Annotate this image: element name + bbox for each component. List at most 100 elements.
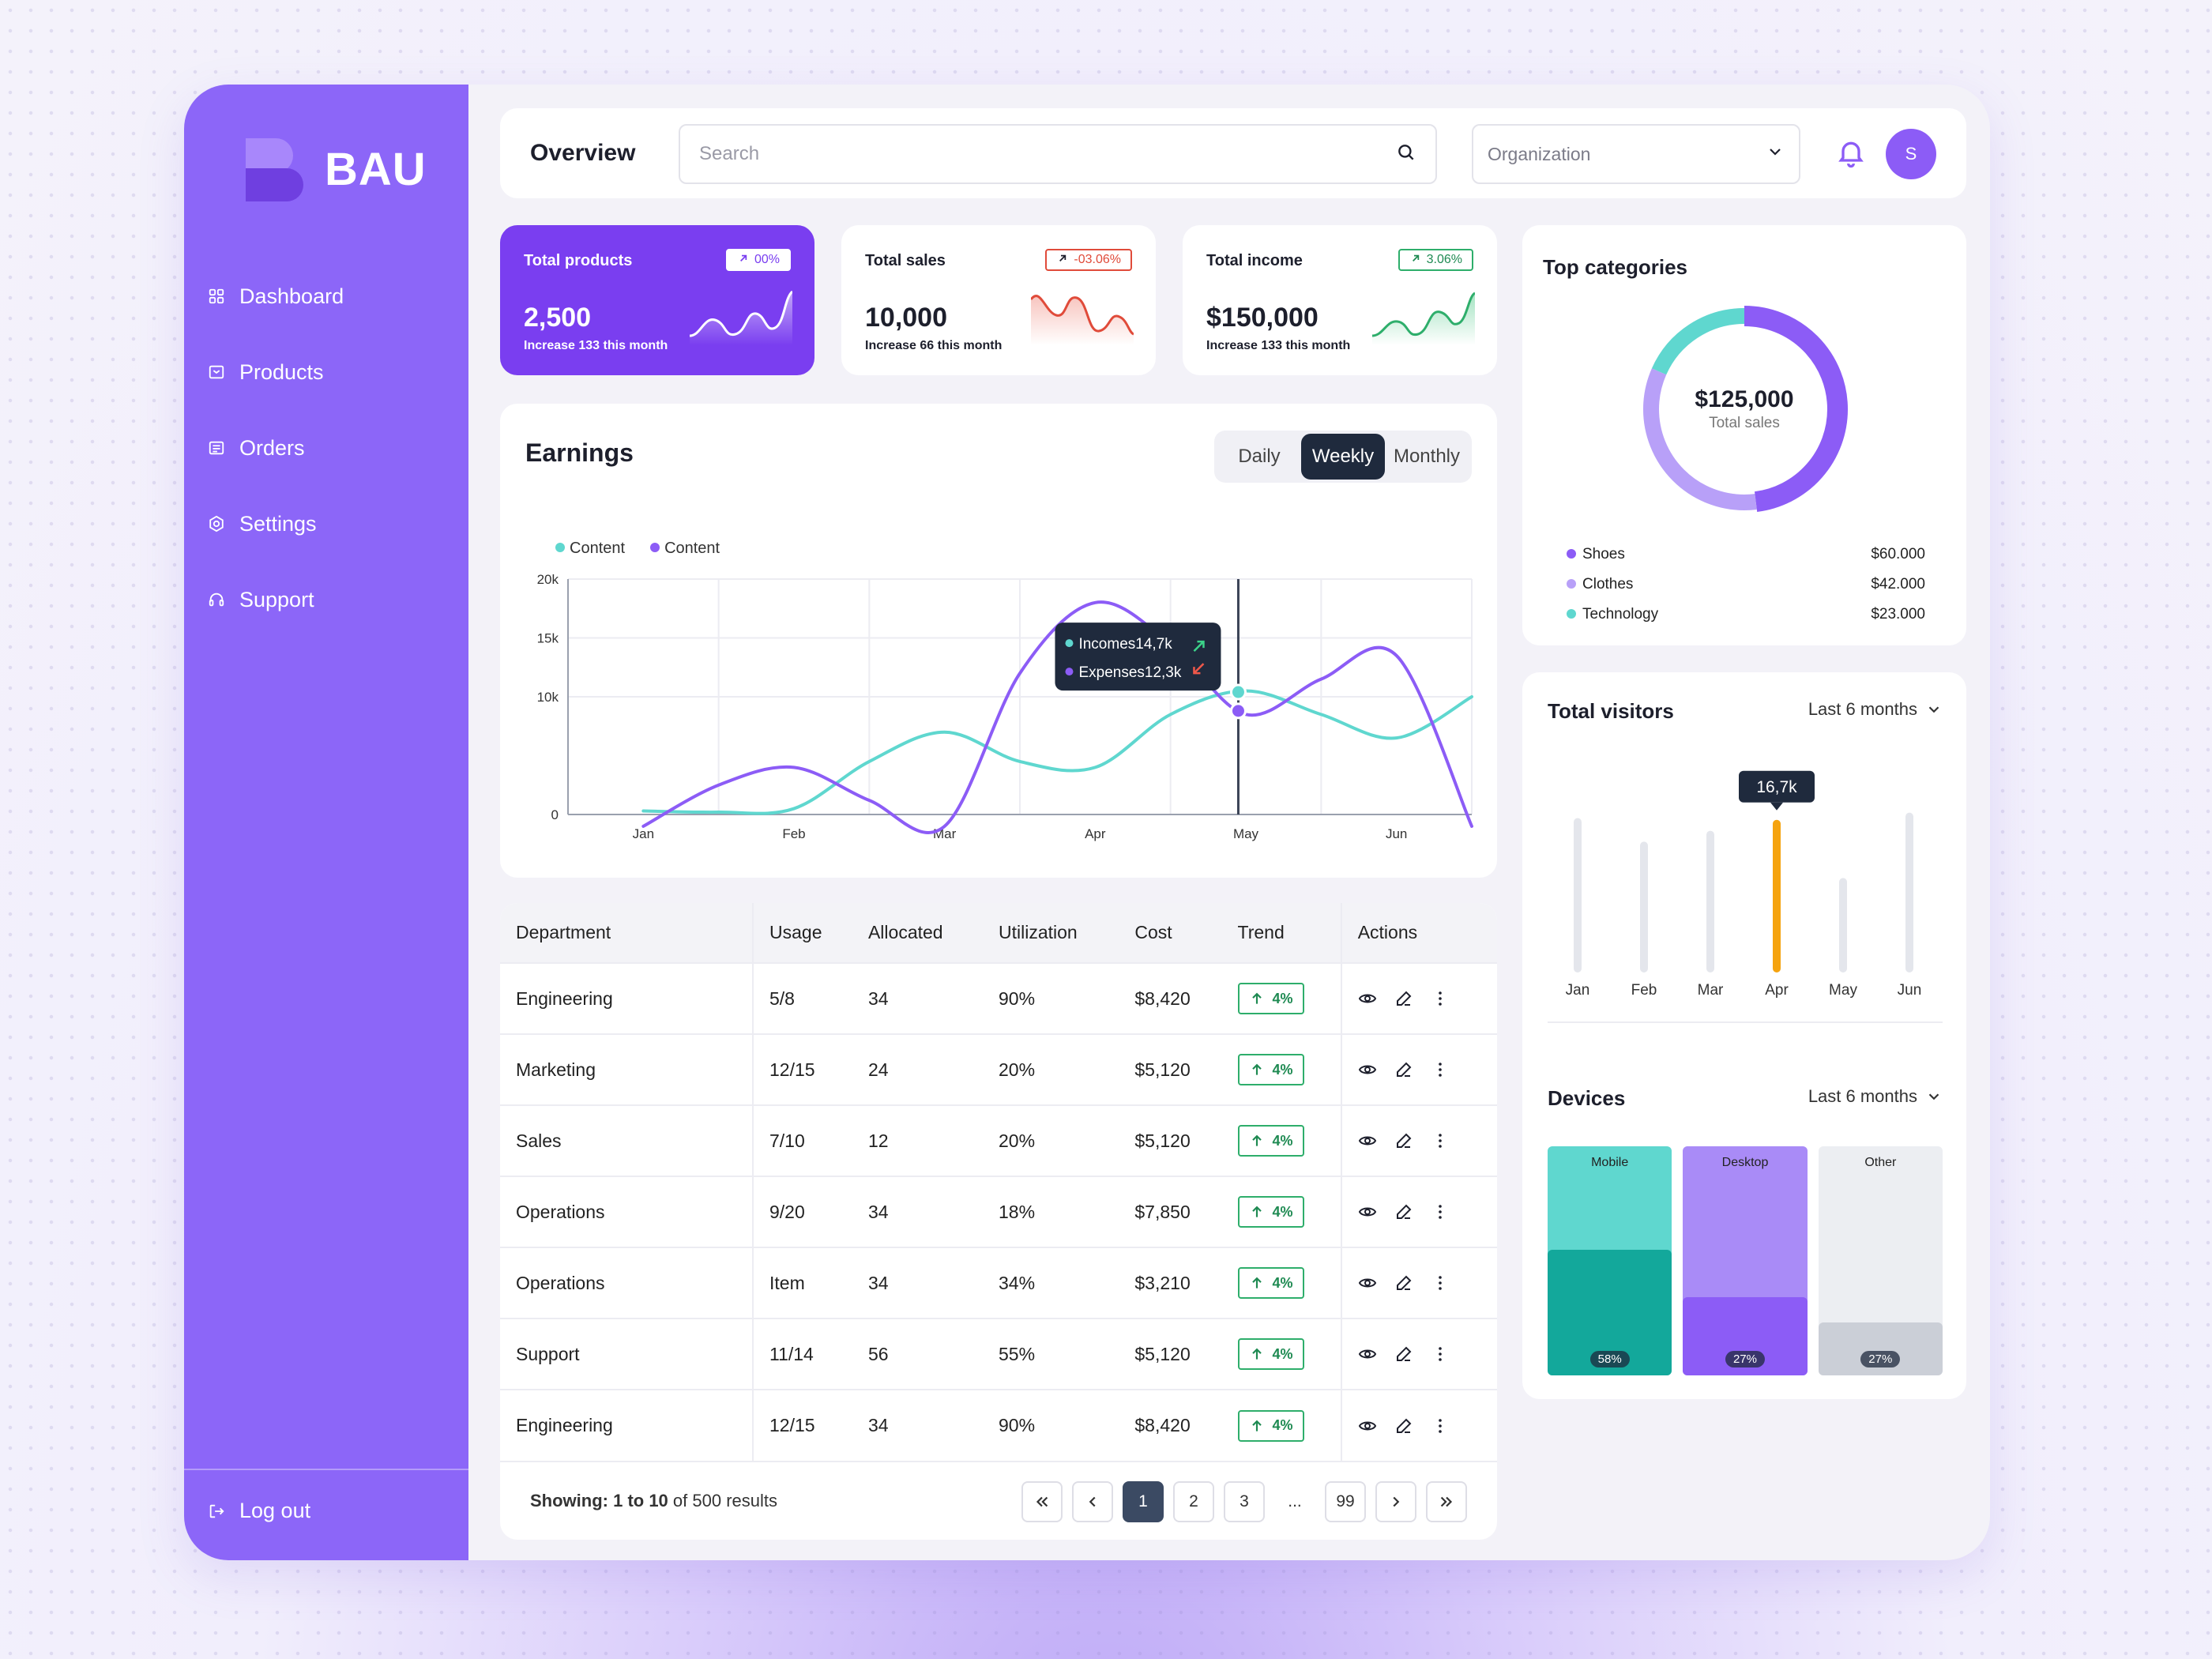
sidebar-item-settings[interactable]: Settings [208, 486, 445, 562]
device-column-desktop[interactable]: Desktop 27% [1683, 1146, 1808, 1375]
table-row[interactable]: Engineering 5/8 34 90% $8,420 4% [500, 962, 1497, 1034]
bar-feb[interactable] [1640, 841, 1648, 972]
brand-logo[interactable]: BAU [239, 134, 427, 205]
search-icon[interactable] [1396, 142, 1416, 167]
stat-badge-text: -03.06% [1074, 253, 1121, 266]
more-vertical-icon[interactable] [1431, 1273, 1450, 1292]
sidebar-item-products[interactable]: Products [208, 334, 445, 410]
donut-chart[interactable]: $125,000 Total sales [1638, 303, 1851, 516]
prev-page-button[interactable] [1072, 1481, 1113, 1522]
tab-weekly[interactable]: Weekly [1301, 434, 1385, 480]
table-row[interactable]: Marketing 12/15 24 20% $5,120 4% [500, 1033, 1497, 1105]
series-line-2[interactable] [641, 600, 1473, 834]
visitors-range-select[interactable]: Last 6 months [1808, 699, 1943, 720]
category-row-technology[interactable]: Technology $23.000 [1567, 600, 1925, 630]
x-tick-label: Mar [933, 826, 957, 841]
more-vertical-icon[interactable] [1431, 1345, 1450, 1364]
edit-icon[interactable] [1394, 1202, 1413, 1221]
edit-icon[interactable] [1394, 1416, 1413, 1435]
bar-apr[interactable] [1773, 819, 1781, 972]
earnings-line-chart[interactable]: 0 10k 15k 20k Jan Feb Mar Apr May Jun Incomes14,7k… [532, 562, 1480, 846]
more-vertical-icon[interactable] [1431, 1060, 1450, 1079]
stat-card-total-products[interactable]: Total products 00% 2,500 Increase 133 th… [500, 225, 814, 375]
arrow-up-icon [1251, 1420, 1262, 1431]
edit-icon[interactable] [1394, 1060, 1413, 1079]
avatar[interactable]: S [1886, 129, 1936, 179]
sidebar-item-dashboard[interactable]: Dashboard [208, 258, 445, 334]
bar-jun[interactable] [1905, 812, 1913, 972]
column-header[interactable]: Utilization [999, 922, 1078, 942]
legend-item[interactable]: Content [650, 540, 720, 558]
page-99-button[interactable]: 99 [1325, 1481, 1366, 1522]
device-column-other[interactable]: Other 27% [1818, 1146, 1943, 1375]
eye-icon[interactable] [1358, 1202, 1377, 1221]
eye-icon[interactable] [1358, 1060, 1377, 1079]
donut-ring [1641, 306, 1848, 513]
cell-allocated: 34 [852, 1247, 984, 1319]
column-header[interactable]: Department [500, 903, 754, 963]
more-vertical-icon[interactable] [1431, 1131, 1450, 1150]
cell-trend: 4% [1221, 1176, 1342, 1247]
hover-point-incomes[interactable] [1229, 683, 1247, 701]
table-row[interactable]: Sales 7/10 12 20% $5,120 4% [500, 1104, 1497, 1176]
edit-icon[interactable] [1394, 1273, 1413, 1292]
search-input[interactable] [699, 143, 1396, 165]
edit-icon[interactable] [1394, 1131, 1413, 1150]
more-vertical-icon[interactable] [1431, 1416, 1450, 1435]
column-header[interactable]: Cost [1134, 922, 1172, 942]
eye-icon[interactable] [1358, 1131, 1377, 1150]
y-tick-label: 0 [551, 807, 559, 822]
bar-may[interactable] [1839, 878, 1847, 972]
department-table: Department Usage Allocated Utilization C… [500, 903, 1497, 1461]
trend-badge: 4% [1237, 1054, 1304, 1085]
page-1-button[interactable]: 1 [1123, 1481, 1164, 1522]
visitors-bar-chart[interactable]: Jan Feb Mar Apr 16,7k May Jun [1546, 743, 1949, 1004]
tab-monthly[interactable]: Monthly [1393, 446, 1461, 467]
eye-icon[interactable] [1358, 1416, 1377, 1435]
first-page-button[interactable] [1021, 1481, 1063, 1522]
page-3-button[interactable]: 3 [1224, 1481, 1265, 1522]
table-row[interactable]: Support 11/14 56 55% $5,120 4% [500, 1318, 1497, 1390]
organization-select[interactable]: Organization [1472, 124, 1800, 184]
donut-slice-technology[interactable] [1643, 308, 1845, 510]
top-bar: Overview Organization S [500, 108, 1966, 198]
bar-mar[interactable] [1706, 830, 1714, 972]
next-page-button[interactable] [1375, 1481, 1416, 1522]
eye-icon[interactable] [1358, 1273, 1377, 1292]
column-header[interactable]: Allocated [867, 922, 943, 942]
edit-icon[interactable] [1394, 1345, 1413, 1364]
bell-icon[interactable] [1835, 137, 1867, 168]
donut-slice-clothes[interactable] [1643, 308, 1845, 510]
legend-item[interactable]: Content [555, 540, 625, 558]
visitors-range-label: Last 6 months [1808, 699, 1917, 719]
category-row-clothes[interactable]: Clothes $42.000 [1567, 570, 1925, 600]
column-header[interactable]: Actions [1357, 922, 1418, 942]
hover-point-expenses[interactable] [1229, 702, 1247, 720]
table-row[interactable]: Engineering 12/15 34 90% $8,420 4% [500, 1389, 1497, 1461]
table-row[interactable]: Operations 9/20 34 18% $7,850 4% [500, 1176, 1497, 1247]
eye-icon[interactable] [1358, 989, 1377, 1008]
table-row[interactable]: Operations Item 34 34% $3,210 4% [500, 1247, 1497, 1319]
more-vertical-icon[interactable] [1431, 1202, 1450, 1221]
more-vertical-icon[interactable] [1431, 989, 1450, 1008]
last-page-button[interactable] [1426, 1481, 1467, 1522]
column-header[interactable]: Trend [1221, 903, 1342, 963]
edit-icon[interactable] [1394, 989, 1413, 1008]
series-line-1[interactable] [641, 689, 1473, 815]
device-column-mobile[interactable]: Mobile 58% [1548, 1146, 1672, 1375]
x-tick-label: May [1233, 826, 1259, 841]
column-header[interactable]: Usage [769, 922, 822, 942]
page-2-button[interactable]: 2 [1173, 1481, 1214, 1522]
tab-daily[interactable]: Daily [1238, 446, 1281, 467]
devices-range-select[interactable]: Last 6 months [1808, 1086, 1943, 1107]
logout-button[interactable]: Log out [208, 1499, 310, 1523]
category-row-shoes[interactable]: Shoes $60.000 [1567, 540, 1925, 570]
sidebar-item-orders[interactable]: Orders [208, 410, 445, 486]
stat-card-total-income[interactable]: Total income 3.06% $150,000 Increase 133… [1183, 225, 1497, 375]
sidebar-item-support[interactable]: Support [208, 562, 445, 638]
tooltip-expenses: Expenses12,3k [1078, 664, 1181, 681]
bar-jan[interactable] [1574, 818, 1582, 973]
eye-icon[interactable] [1358, 1345, 1377, 1364]
stat-card-total-sales[interactable]: Total sales -03.06% 10,000 Increase 66 t… [841, 225, 1156, 375]
chevron-down-icon [1928, 1093, 1939, 1100]
